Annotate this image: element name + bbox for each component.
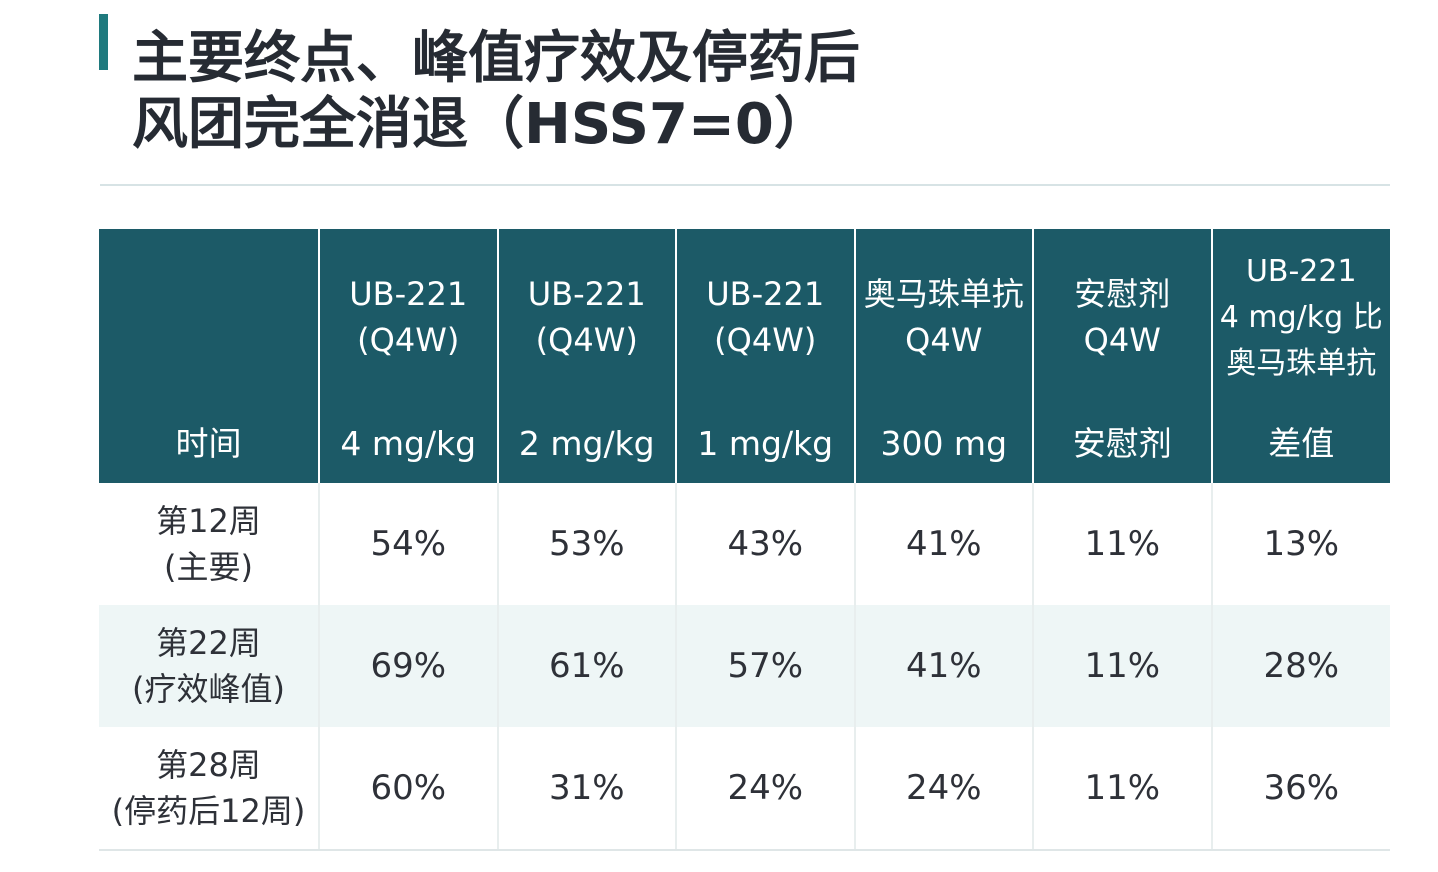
value-cell: 53% xyxy=(496,483,676,605)
header-line: (Q4W) xyxy=(535,321,638,359)
header-group-label: UB-221 4 mg/kg 比 奥马珠单抗 xyxy=(1213,249,1391,387)
header-group-label: UB-221 (Q4W) xyxy=(499,271,676,363)
header-line: Q4W xyxy=(1083,321,1161,359)
header-dose-label: 差值 xyxy=(1268,424,1335,463)
header-time-label: 时间 xyxy=(175,424,242,463)
header-cell-ub221-4mg: UB-221 (Q4W) 4 mg/kg xyxy=(318,229,498,483)
header-dose-label: 2 mg/kg xyxy=(518,424,655,463)
title-divider xyxy=(100,184,1390,186)
value-cell: 31% xyxy=(496,727,676,851)
table-row: 第28周 (停药后12周) 60% 31% 24% 24% 11% 36% xyxy=(99,727,1390,851)
header-line: 奥马珠单抗 xyxy=(1226,346,1377,381)
table-body: 第12周 (主要) 54% 53% 43% 41% 11% 13% 第22周 (… xyxy=(99,483,1390,851)
time-note: (疗效峰值) xyxy=(132,670,285,708)
header-cell-placebo: 安慰剂 Q4W 安慰剂 xyxy=(1032,229,1212,483)
header-dose-label: 安慰剂 xyxy=(1072,424,1172,463)
page-title-line-1: 主要终点、峰值疗效及停药后 xyxy=(132,26,860,91)
page-title: 主要终点、峰值疗效及停药后 风团完全消退（HSS7=0） xyxy=(132,26,860,158)
value-cell: 60% xyxy=(318,727,498,851)
time-note: (主要) xyxy=(164,548,253,586)
header-group-label: 安慰剂 Q4W xyxy=(1034,271,1211,363)
value-cell: 57% xyxy=(675,605,855,727)
header-cell-omalizumab: 奥马珠单抗 Q4W 300 mg xyxy=(853,229,1033,483)
value-cell: 41% xyxy=(853,605,1033,727)
header-dose-label: 4 mg/kg xyxy=(340,424,477,463)
table-row: 第22周 (疗效峰值) 69% 61% 57% 41% 11% 28% xyxy=(99,605,1390,727)
value-cell: 11% xyxy=(1032,727,1212,851)
header-dose-label: 1 mg/kg xyxy=(697,424,834,463)
value-cell: 24% xyxy=(675,727,855,851)
header-group-label: UB-221 (Q4W) xyxy=(677,271,854,363)
header-group-label: 奥马珠单抗 Q4W xyxy=(856,271,1033,363)
table-row: 第12周 (主要) 54% 53% 43% 41% 11% 13% xyxy=(99,483,1390,605)
header-cell-time: 时间 xyxy=(99,229,319,483)
time-cell: 第28周 (停药后12周) xyxy=(99,727,319,851)
header-group-label: UB-221 (Q4W) xyxy=(320,271,497,363)
header-cell-ub221-1mg: UB-221 (Q4W) 1 mg/kg xyxy=(675,229,855,483)
title-accent-bar xyxy=(99,14,108,70)
value-cell: 54% xyxy=(318,483,498,605)
results-table: 时间 UB-221 (Q4W) 4 mg/kg UB-221 (Q4W) 2 m… xyxy=(99,229,1390,851)
header-cell-ub221-2mg: UB-221 (Q4W) 2 mg/kg xyxy=(496,229,676,483)
header-dose-label: 300 mg xyxy=(880,424,1008,463)
header-line: (Q4W) xyxy=(714,321,817,359)
time-label: 第12周 xyxy=(156,502,261,540)
header-row: 时间 UB-221 (Q4W) 4 mg/kg UB-221 (Q4W) 2 m… xyxy=(99,229,1390,483)
time-cell: 第22周 (疗效峰值) xyxy=(99,605,319,727)
header-line: UB-221 xyxy=(706,275,825,313)
header-cell-difference: UB-221 4 mg/kg 比 奥马珠单抗 差值 xyxy=(1210,229,1391,483)
page-title-line-2: 风团完全消退（HSS7=0） xyxy=(132,92,830,157)
value-cell: 28% xyxy=(1210,605,1390,727)
time-label: 第28周 xyxy=(156,746,261,784)
value-cell: 41% xyxy=(853,483,1033,605)
value-cell: 36% xyxy=(1210,727,1390,851)
header-line: 安慰剂 xyxy=(1074,275,1171,313)
table-header: 时间 UB-221 (Q4W) 4 mg/kg UB-221 (Q4W) 2 m… xyxy=(99,229,1390,483)
value-cell: 61% xyxy=(496,605,676,727)
header-line: UB-221 xyxy=(527,275,646,313)
value-cell: 24% xyxy=(853,727,1033,851)
time-label: 第22周 xyxy=(156,624,261,662)
header-line: UB-221 xyxy=(349,275,468,313)
header-line: Q4W xyxy=(905,321,983,359)
value-cell: 11% xyxy=(1032,605,1212,727)
value-cell: 11% xyxy=(1032,483,1212,605)
time-cell: 第12周 (主要) xyxy=(99,483,319,605)
header-line: 4 mg/kg 比 xyxy=(1219,300,1383,335)
header-line: (Q4W) xyxy=(357,321,460,359)
value-cell: 43% xyxy=(675,483,855,605)
header-line: 奥马珠单抗 xyxy=(863,275,1024,313)
time-note: (停药后12周) xyxy=(111,792,306,830)
header-line: UB-221 xyxy=(1245,254,1357,289)
value-cell: 13% xyxy=(1210,483,1390,605)
value-cell: 69% xyxy=(318,605,498,727)
